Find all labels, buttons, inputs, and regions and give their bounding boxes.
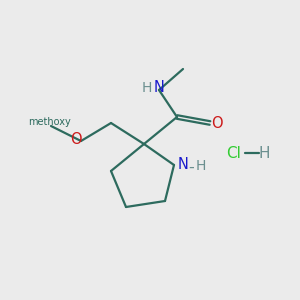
Text: Cl: Cl (226, 146, 242, 160)
Text: H: H (196, 159, 206, 172)
Text: O: O (70, 132, 81, 147)
Text: H: H (258, 146, 270, 160)
Text: -: - (188, 160, 194, 175)
Text: N: N (178, 157, 188, 172)
Text: H: H (142, 82, 152, 95)
Text: O: O (211, 116, 222, 130)
Text: N: N (154, 80, 164, 95)
Text: methoxy: methoxy (28, 117, 71, 128)
